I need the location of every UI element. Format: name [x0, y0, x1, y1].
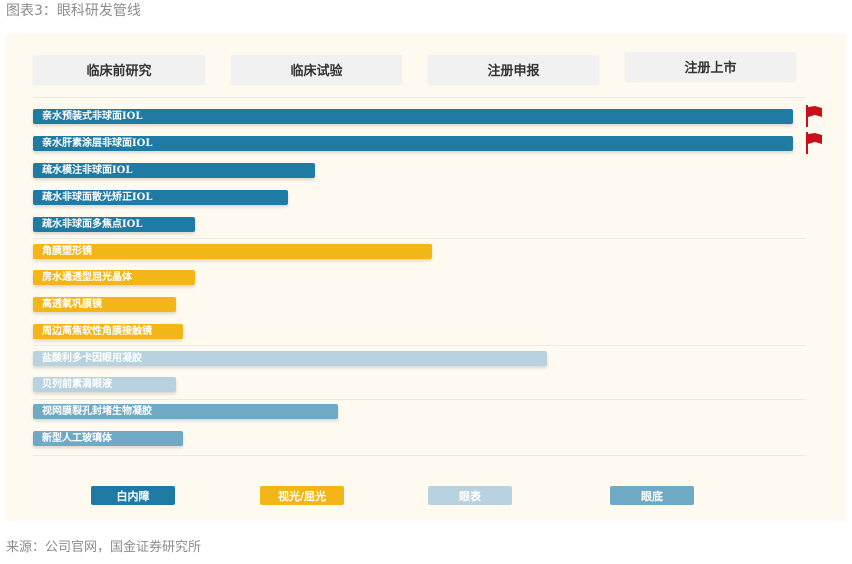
source-note: 来源：公司官网，国金证券研究所	[6, 540, 202, 555]
divider	[33, 455, 805, 456]
pipeline-bar-vision: 高透氧巩膜镜	[33, 297, 176, 312]
divider	[33, 345, 805, 346]
legend-vision: 视光/屈光	[260, 486, 344, 505]
divider	[33, 97, 805, 98]
divider	[33, 399, 805, 400]
pipeline-bar-fundus: 新型人工玻璃体	[33, 431, 183, 446]
pipeline-bar-vision: 角膜塑形镜	[33, 244, 432, 259]
stage-preclinical: 临床前研究	[33, 55, 205, 84]
legend-ocular-surface: 眼表	[428, 486, 512, 505]
pipeline-bar-cataract: 疏水非球面多焦点IOL	[33, 217, 195, 232]
divider	[33, 238, 805, 239]
legend-fundus: 眼底	[610, 486, 694, 505]
pipeline-bar-ocular-surface: 贝列前素滴眼液	[33, 377, 176, 392]
pipeline-bar-vision: 周边离焦软性角膜接触镜	[33, 324, 183, 339]
pipeline-bar-cataract: 疏水模注非球面IOL	[33, 163, 315, 178]
stage-registration-filing: 注册申报	[428, 55, 599, 84]
flag-icon	[806, 132, 822, 154]
figure-title: 图表3：眼科研发管线	[6, 3, 141, 19]
pipeline-bar-vision: 房水通透型屈光晶体	[33, 270, 195, 285]
stage-clinical-trial: 临床试验	[231, 55, 402, 84]
pipeline-bar-cataract: 亲水预装式非球面IOL	[33, 109, 793, 124]
stage-marketed: 注册上市	[625, 52, 796, 81]
pipeline-bar-fundus: 视网膜裂孔封堵生物凝胶	[33, 404, 338, 419]
pipeline-panel: 临床前研究 临床试验 注册申报 注册上市 亲水预装式非球面IOL 亲水肝素涂层非…	[6, 34, 846, 521]
legend-cataract: 白内障	[91, 486, 175, 505]
flag-icon	[806, 105, 822, 127]
pipeline-bar-cataract: 疏水非球面散光矫正IOL	[33, 190, 288, 205]
pipeline-bar-ocular-surface: 盐酸利多卡因眼用凝胶	[33, 351, 547, 366]
pipeline-bar-cataract: 亲水肝素涂层非球面IOL	[33, 136, 793, 151]
